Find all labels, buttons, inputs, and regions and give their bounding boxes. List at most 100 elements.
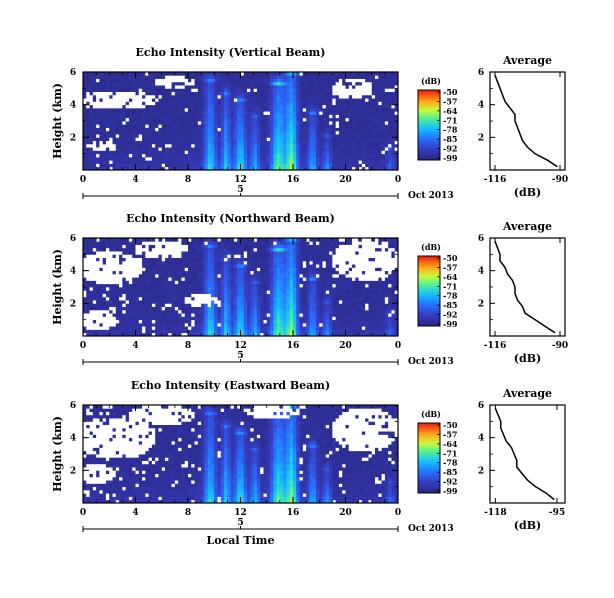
heatmap-cell (89, 313, 94, 317)
heatmap-cell (306, 166, 310, 171)
heatmap-cell (358, 88, 363, 92)
heatmap-cell (319, 78, 323, 83)
heatmap-cell (273, 300, 277, 304)
heatmap-cell (214, 117, 218, 122)
heatmap-cell (220, 98, 225, 102)
heatmap-cell (138, 163, 143, 168)
heatmap-cell (135, 137, 140, 141)
heatmap-cell (204, 257, 209, 262)
heatmap-cell (279, 121, 284, 125)
heatmap-cell (273, 117, 277, 122)
heatmap-cell (210, 124, 215, 128)
heatmap-cell (289, 244, 294, 249)
heatmap-cell (181, 296, 186, 301)
heatmap-cell (283, 322, 287, 327)
heatmap-cell (224, 332, 228, 337)
heatmap-cell (155, 94, 159, 99)
heatmap-cell (128, 160, 133, 164)
heatmap-cell (306, 72, 310, 76)
heatmap-cell (128, 137, 133, 141)
heatmap-cell (270, 160, 274, 164)
heatmap-cell (165, 247, 169, 252)
heatmap-cell (142, 332, 146, 337)
heatmap-cell (181, 98, 186, 102)
heatmap-cell (224, 283, 228, 288)
heatmap-cell (148, 85, 153, 89)
heatmap-cell (178, 326, 182, 330)
heatmap-cell (227, 72, 232, 76)
heatmap-cell (253, 107, 258, 112)
heatmap-cell (89, 303, 94, 307)
heatmap-cell (96, 121, 100, 125)
heatmap-cell (138, 329, 143, 334)
heatmap-cell (161, 134, 166, 138)
heatmap-cell (279, 104, 284, 109)
heatmap-cell (151, 85, 156, 89)
heatmap-cell (233, 121, 238, 125)
heatmap-cell (256, 72, 261, 76)
heatmap-cell (184, 257, 189, 262)
heatmap-cell (165, 329, 169, 334)
heatmap-cell (217, 277, 222, 281)
heatmap-cell (109, 322, 113, 327)
heatmap-cell (145, 264, 150, 268)
heatmap-cell (230, 316, 235, 321)
heatmap-cell (293, 143, 297, 148)
heatmap-cell (161, 300, 166, 304)
heatmap-cell (161, 98, 166, 102)
heatmap-cell (168, 98, 172, 102)
heatmap-cell (260, 264, 264, 268)
heatmap-cell (237, 257, 241, 262)
heatmap-cell (109, 101, 113, 106)
heatmap-cell (227, 316, 232, 321)
heatmap-cell (161, 78, 166, 83)
heatmap-cell (171, 247, 176, 252)
heatmap-cell (161, 313, 166, 317)
heatmap-cell (89, 319, 94, 324)
heatmap-cell (381, 124, 386, 128)
heatmap-cell (188, 322, 192, 327)
heatmap-cell (260, 254, 264, 258)
heatmap-cell (188, 260, 192, 265)
heatmap-cell (145, 111, 150, 115)
colorbar-tick-label: -85 (443, 134, 457, 144)
heatmap-cell (197, 254, 202, 258)
heatmap-cell (151, 72, 156, 76)
heatmap-cell (191, 283, 195, 288)
heatmap-cell (86, 85, 90, 89)
heatmap-cell (83, 147, 87, 151)
heatmap-cell (178, 309, 182, 314)
heatmap-cell (145, 267, 150, 272)
heatmap-cell (260, 117, 264, 122)
heatmap-cell (230, 270, 235, 275)
heatmap-cell (227, 313, 232, 317)
heatmap-cell (256, 78, 261, 83)
heatmap-cell (96, 124, 100, 128)
heatmap-cell (286, 78, 291, 83)
heatmap-cell (161, 117, 166, 122)
heatmap-cell (345, 121, 350, 125)
heatmap-cell (109, 313, 113, 317)
heatmap-cell (335, 143, 340, 148)
heatmap-cell (83, 101, 87, 106)
heatmap-cell (283, 88, 287, 92)
heatmap-cell (237, 75, 241, 79)
heatmap-cell (109, 326, 113, 330)
colorbar-segment (418, 100, 440, 103)
heatmap-cell (260, 140, 264, 145)
heatmap-cell (151, 107, 156, 112)
heatmap-cell (191, 290, 195, 294)
heatmap-cell (165, 319, 169, 324)
heatmap-cell (279, 78, 284, 83)
y-tick-label: 2 (70, 133, 76, 143)
heatmap-cell (283, 303, 287, 307)
heatmap-cell (217, 111, 222, 115)
heatmap-cell (329, 72, 333, 76)
heatmap-cell (165, 75, 169, 79)
heatmap-cell (96, 130, 100, 135)
heatmap-cell (217, 72, 222, 76)
heatmap-cell (210, 322, 215, 327)
heatmap-cell (207, 303, 212, 307)
heatmap-cell (122, 251, 127, 255)
heatmap-cell (184, 238, 189, 242)
